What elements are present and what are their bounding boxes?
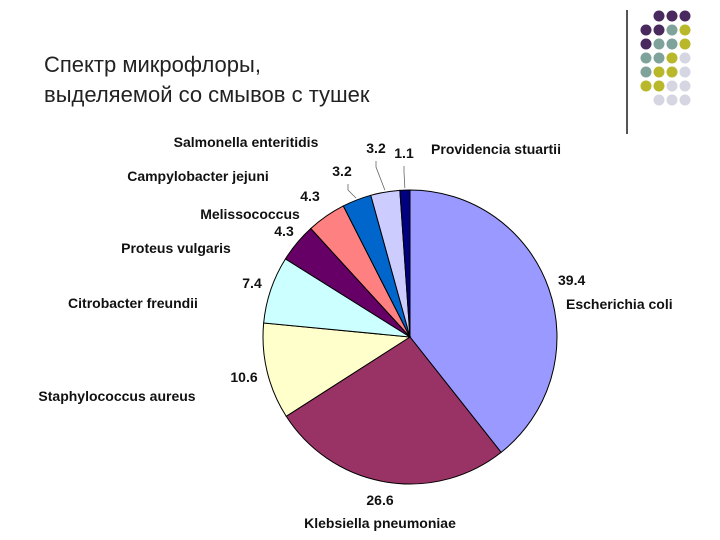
slice-value-staphylococcus-aureus: 10.6 bbox=[230, 369, 257, 385]
decor-dot bbox=[640, 52, 652, 64]
decor-dot bbox=[653, 80, 665, 92]
pie-slice-escherichia-coli bbox=[409, 189, 558, 454]
decor-dot bbox=[666, 24, 678, 36]
slice-value-providencia-stuartii: 1.1 bbox=[394, 145, 414, 161]
decor-dot bbox=[666, 10, 678, 22]
decor-dot bbox=[666, 52, 678, 64]
slice-label-proteus-vulgaris: Proteus vulgaris bbox=[121, 240, 231, 256]
slice-value-citrobacter-freundii: 7.4 bbox=[242, 275, 262, 291]
slice-label-escherichia-coli: Escherichia coli bbox=[566, 296, 673, 312]
decor-dot bbox=[666, 66, 678, 78]
decor-dot bbox=[679, 10, 691, 22]
pie-slice-providencia-stuartii bbox=[399, 189, 411, 338]
slice-label-klebsiella-pneumoniae: Klebsiella pneumoniae bbox=[304, 515, 456, 531]
page-title: Спектр микрофлоры, выделяемой со смывов … bbox=[44, 50, 370, 110]
slice-label-salmonella-enteritidis: Salmonella enteritidis bbox=[174, 134, 319, 150]
decor-dot bbox=[679, 38, 691, 50]
page-title-line-1: Спектр микрофлоры, bbox=[44, 52, 261, 77]
leader-line bbox=[375, 161, 386, 191]
slice-value-salmonella-enteritidis: 3.2 bbox=[366, 140, 386, 156]
slice-label-melissococcus: Melissococcus bbox=[200, 206, 300, 222]
pie-slice-klebsiella-pneumoniae bbox=[285, 336, 502, 485]
decor-dot bbox=[666, 80, 678, 92]
pie-slice-staphylococcus-aureus bbox=[262, 322, 412, 417]
decor-dot bbox=[640, 38, 652, 50]
decor-dot bbox=[653, 24, 665, 36]
decor-dot bbox=[653, 52, 665, 64]
decor-dot bbox=[653, 94, 665, 106]
decor-dot bbox=[666, 38, 678, 50]
decor-dot bbox=[666, 94, 678, 106]
slice-label-campylobacter-jejuni: Campylobacter jejuni bbox=[127, 168, 269, 184]
decor-dot bbox=[679, 66, 691, 78]
decor-dot bbox=[640, 24, 652, 36]
slice-label-providencia-stuartii: Providencia stuartii bbox=[431, 141, 561, 157]
slice-value-melissococcus: 4.3 bbox=[300, 188, 320, 204]
decor-dot bbox=[653, 10, 665, 22]
slice-value-proteus-vulgaris: 4.3 bbox=[274, 223, 294, 239]
title-divider-line bbox=[626, 10, 628, 134]
slice-value-escherichia-coli: 39.4 bbox=[558, 272, 585, 288]
decor-dot bbox=[640, 80, 652, 92]
decor-dot bbox=[679, 24, 691, 36]
decor-dot bbox=[679, 80, 691, 92]
slice-value-klebsiella-pneumoniae: 26.6 bbox=[366, 492, 393, 508]
slice-label-citrobacter-freundii: Citrobacter freundii bbox=[68, 295, 198, 311]
decor-dot bbox=[679, 52, 691, 64]
page-title-line-2: выделяемой со смывов с тушек bbox=[44, 82, 370, 107]
decor-dot bbox=[679, 94, 691, 106]
decor-dot bbox=[653, 38, 665, 50]
decor-dot bbox=[640, 66, 652, 78]
leader-line bbox=[403, 166, 406, 189]
leader-line bbox=[347, 184, 357, 199]
slice-label-staphylococcus-aureus: Staphylococcus aureus bbox=[38, 388, 195, 404]
decor-dot bbox=[653, 66, 665, 78]
slice-value-campylobacter-jejuni: 3.2 bbox=[332, 163, 352, 179]
